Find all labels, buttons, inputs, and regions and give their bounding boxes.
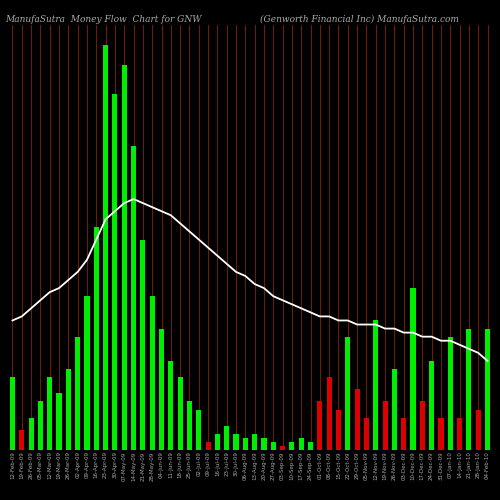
- Bar: [438, 418, 444, 450]
- Bar: [112, 94, 117, 450]
- Bar: [318, 402, 322, 450]
- Bar: [206, 442, 210, 450]
- Bar: [262, 438, 266, 450]
- Bar: [234, 434, 238, 450]
- Bar: [270, 442, 276, 450]
- Bar: [290, 442, 294, 450]
- Bar: [298, 438, 304, 450]
- Bar: [56, 394, 62, 450]
- Bar: [382, 402, 388, 450]
- Bar: [373, 320, 378, 450]
- Bar: [168, 361, 173, 450]
- Bar: [392, 369, 397, 450]
- Bar: [364, 418, 369, 450]
- Bar: [131, 146, 136, 450]
- Bar: [457, 418, 462, 450]
- Text: ManufaSutra  Money Flow  Chart for GNW: ManufaSutra Money Flow Chart for GNW: [5, 15, 202, 24]
- Bar: [420, 402, 425, 450]
- Bar: [38, 402, 43, 450]
- Bar: [410, 288, 416, 450]
- Bar: [47, 377, 52, 450]
- Bar: [280, 446, 285, 450]
- Bar: [10, 377, 15, 450]
- Bar: [19, 430, 24, 450]
- Bar: [346, 336, 350, 450]
- Bar: [485, 328, 490, 450]
- Bar: [140, 240, 145, 450]
- Bar: [326, 377, 332, 450]
- Bar: [466, 328, 471, 450]
- Bar: [75, 336, 80, 450]
- Bar: [28, 418, 34, 450]
- Bar: [476, 410, 481, 450]
- Bar: [448, 336, 453, 450]
- Bar: [103, 45, 108, 450]
- Bar: [215, 434, 220, 450]
- Bar: [252, 434, 257, 450]
- Bar: [401, 418, 406, 450]
- Bar: [122, 66, 127, 450]
- Bar: [429, 361, 434, 450]
- Bar: [308, 442, 313, 450]
- Bar: [336, 410, 341, 450]
- Bar: [354, 390, 360, 450]
- Bar: [187, 402, 192, 450]
- Bar: [66, 369, 71, 450]
- Bar: [94, 228, 99, 450]
- Bar: [224, 426, 230, 450]
- Bar: [159, 328, 164, 450]
- Bar: [196, 410, 202, 450]
- Text: (Genworth Financial Inc) ManufaSutra.com: (Genworth Financial Inc) ManufaSutra.com: [260, 15, 459, 24]
- Bar: [150, 296, 154, 450]
- Bar: [178, 377, 182, 450]
- Bar: [84, 296, 89, 450]
- Bar: [243, 438, 248, 450]
